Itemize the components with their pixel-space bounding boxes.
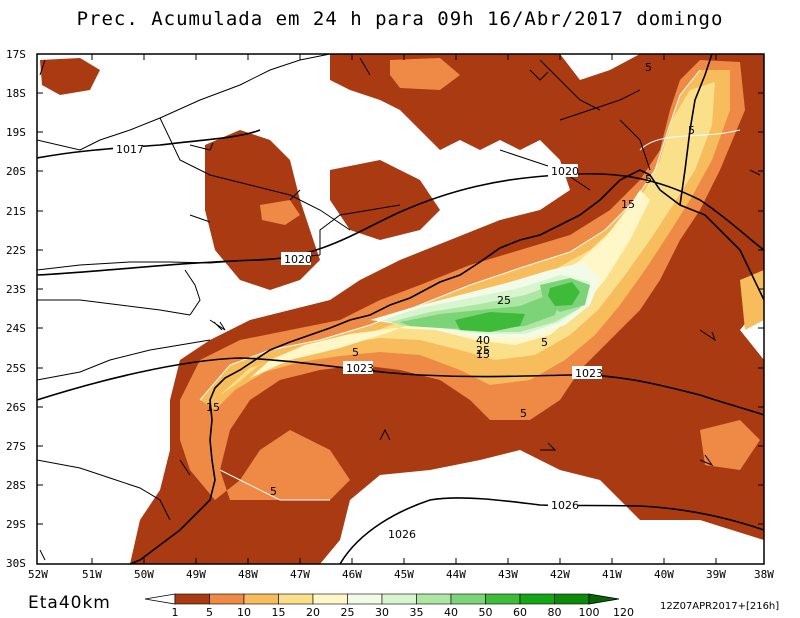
lon-tick-label: 42W	[550, 568, 570, 581]
isobars	[37, 129, 764, 564]
colorbar-segment	[519, 593, 555, 605]
colorbar-segment	[450, 593, 486, 605]
lon-tick-label: 46W	[342, 568, 362, 581]
lon-tick-label: 38W	[754, 568, 774, 581]
lon-tick-label: 45W	[394, 568, 414, 581]
isobar-label: 1026	[551, 499, 579, 512]
precip-10mm-region	[200, 70, 764, 410]
lon-tick-label: 39W	[706, 568, 726, 581]
run-info: 12Z07APR2017+[216h]	[660, 601, 780, 612]
colorbar: 1 5 10 15 20 25 30 35 40 50 60 80 100 120	[144, 593, 634, 618]
precip-5mm-region	[180, 58, 760, 500]
isobar-label: 1023	[346, 362, 374, 375]
precip-50mm-region	[455, 282, 580, 332]
lat-tick-label: 22S	[6, 244, 26, 257]
precip-label: 5	[520, 407, 527, 420]
colorbar-segment	[312, 593, 348, 605]
lat-tick-label: 28S	[6, 479, 26, 492]
precip-label: 5	[645, 173, 652, 186]
precip-label: 5	[541, 336, 548, 349]
lat-tick-label: 24S	[6, 322, 26, 335]
lat-tick-label: 20S	[6, 165, 26, 178]
colorbar-level-label: 25	[341, 606, 355, 618]
colorbar-arrow-left	[144, 593, 176, 605]
lat-tick-label: 30S	[6, 557, 26, 570]
lat-tick-label: 18S	[6, 87, 26, 100]
colorbar-segment	[209, 593, 245, 605]
isobar-label: 1023	[575, 367, 603, 380]
colorbar-segment	[416, 593, 452, 605]
colorbar-segment	[174, 593, 210, 605]
colorbar-level-label: 40	[444, 606, 458, 618]
lat-tick-label: 19S	[6, 126, 26, 139]
colorbar-level-label: 80	[548, 606, 562, 618]
precip-label: 15	[206, 401, 220, 414]
colorbar-level-label: 60	[513, 606, 527, 618]
precip-label: 5	[688, 124, 695, 137]
isobar-label: 1026	[388, 528, 416, 541]
precip-label: 25	[497, 294, 511, 307]
colorbar-segment	[485, 593, 521, 605]
precip-label: 5	[270, 485, 277, 498]
colorbar-level-label: 20	[306, 606, 320, 618]
colorbar-level-label: 120	[613, 606, 634, 618]
wind-barbs	[39, 57, 761, 561]
precip-20mm-region	[250, 190, 650, 378]
colorbar-segment	[243, 593, 279, 605]
lon-tick-label: 52W	[28, 568, 48, 581]
lon-tick-label: 44W	[446, 568, 466, 581]
colorbar-segment	[381, 593, 417, 605]
colorbar-level-label: 30	[375, 606, 389, 618]
colorbar-level-label: 100	[579, 606, 600, 618]
colorbar-level-label: 5	[206, 606, 213, 618]
isobar-labels: 1017 1020 1020 1023 1023 1026 1026	[113, 142, 603, 541]
lon-tick-label: 51W	[82, 568, 102, 581]
model-name: Eta40km	[28, 593, 111, 613]
precip-label: 5	[645, 61, 652, 74]
precip-label: 5	[352, 346, 359, 359]
map-title: Prec. Acumulada em 24 h para 09h 16/Abr/…	[76, 8, 724, 30]
lat-tick-label: 23S	[6, 283, 26, 296]
isobar-label: 1017	[116, 143, 144, 156]
lon-tick-label: 48W	[238, 568, 258, 581]
colorbar-segment	[278, 593, 314, 605]
lat-tick-label: 27S	[6, 440, 26, 453]
isobar-label: 1020	[551, 165, 579, 178]
lat-tick-label: 17S	[6, 48, 26, 61]
lat-tick-label: 26S	[6, 401, 26, 414]
colorbar-level-label: 15	[272, 606, 286, 618]
colorbar-level-label: 35	[410, 606, 424, 618]
lon-tick-label: 41W	[602, 568, 622, 581]
precip-label: 25	[476, 344, 490, 357]
colorbar-level-label: 50	[479, 606, 493, 618]
precip-labels: 5 5 15 15 5 25 40 25 15 5 5 5 5	[206, 61, 695, 498]
precip-contour-lines	[199, 69, 741, 501]
latitude-labels: 17S 18S 19S 20S 21S 22S 23S 24S 25S 26S …	[6, 48, 26, 570]
lat-tick-label: 29S	[6, 518, 26, 531]
lon-tick-label: 43W	[498, 568, 518, 581]
coastline-north	[679, 54, 713, 206]
lon-tick-label: 47W	[290, 568, 310, 581]
lon-tick-label: 49W	[186, 568, 206, 581]
colorbar-segment	[347, 593, 383, 605]
lon-tick-label: 50W	[134, 568, 154, 581]
map-frame	[36, 53, 765, 565]
precip-label: 40	[476, 334, 490, 347]
colorbar-segment	[554, 593, 590, 605]
colorbar-level-label: 1	[172, 606, 179, 618]
latitude-axis	[37, 53, 764, 565]
precip-label: 15	[621, 198, 635, 211]
colorbar-arrow-right	[588, 593, 620, 605]
longitude-axis	[91, 54, 717, 564]
longitude-labels: 52W 51W 50W 49W 48W 47W 46W 45W 44W 43W …	[28, 568, 774, 581]
lat-tick-label: 21S	[6, 205, 26, 218]
precip-label: 15	[476, 348, 490, 361]
lon-tick-label: 40W	[654, 568, 674, 581]
lat-tick-label: 25S	[6, 362, 26, 375]
colorbar-level-label: 10	[237, 606, 251, 618]
isobar-label: 1020	[284, 253, 312, 266]
